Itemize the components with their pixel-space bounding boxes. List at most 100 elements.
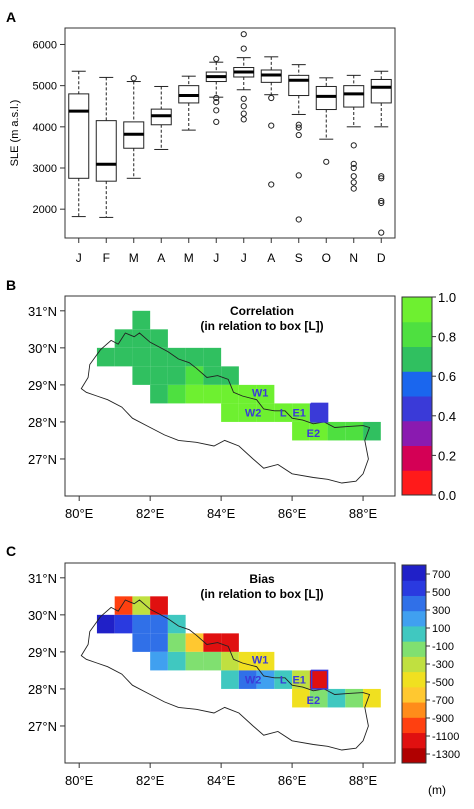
outlier-point [240, 103, 247, 110]
y-tick-label: 27°N [28, 719, 57, 734]
box-e1-outline [310, 402, 329, 423]
x-tick-label: 86°E [278, 773, 307, 788]
outlier-point [295, 121, 302, 128]
outlier-point [213, 118, 220, 125]
grid-cell [185, 384, 204, 404]
grid-cell [292, 670, 310, 689]
x-tick-label: 88°E [349, 506, 378, 521]
grid-cell [114, 596, 133, 615]
outlier-point [323, 158, 330, 165]
correlation-map-frame [64, 295, 396, 497]
grid-cell [96, 347, 115, 367]
grid-cell [203, 384, 222, 404]
colorbar-tick-label: 1.0 [438, 290, 456, 305]
x-tick-label: J [76, 251, 82, 265]
y-axis-label: SLE (m a.s.l.) [9, 100, 21, 167]
grid-cell [274, 670, 293, 689]
y-tick-label: 2000 [33, 204, 57, 216]
grid-cell [96, 614, 115, 634]
grid-cell [203, 633, 222, 652]
colorbar-tick-label: 0.6 [438, 369, 456, 384]
x-tick-label: 80°E [65, 506, 94, 521]
grid-cell [167, 366, 186, 385]
outlier-point [295, 216, 302, 223]
colorbar-segment [402, 625, 426, 642]
x-tick-label: 82°E [136, 506, 165, 521]
grid-cell [203, 347, 222, 367]
y-tick-label: 30°N [28, 608, 57, 623]
box-e1-outline [310, 669, 329, 690]
outlier-point [240, 95, 247, 102]
grid-cell [150, 596, 168, 615]
grid-cell [185, 651, 204, 671]
region-label-w1: W1 [252, 387, 269, 399]
outlier-point [240, 116, 247, 123]
x-tick-label: A [267, 251, 275, 265]
region-label-w1: W1 [252, 654, 269, 666]
x-tick-label: 84°E [207, 506, 236, 521]
colorbar-segment [402, 396, 432, 422]
grid-cell [132, 347, 151, 367]
grid-cell [150, 651, 168, 671]
region-label-e1: E1 [292, 408, 305, 420]
grid-cell [203, 366, 222, 385]
colorbar-tick-label: 0.4 [438, 409, 456, 424]
y-tick-label: 3000 [33, 163, 57, 175]
x-tick-label: 82°E [136, 773, 165, 788]
outlier-point [350, 179, 357, 186]
grid-cell [132, 329, 151, 348]
y-tick-label: 29°N [28, 645, 57, 660]
grid-cell [221, 651, 239, 671]
outlier-point [350, 142, 357, 149]
grid-cell [114, 347, 133, 367]
x-tick-label: S [295, 251, 303, 265]
grid-cell [167, 614, 186, 634]
grid-cell [185, 366, 204, 385]
colorbar-segment [402, 346, 432, 372]
grid-cell [256, 651, 275, 671]
outlier-point [130, 75, 137, 82]
grid-cell [256, 403, 275, 422]
grid-cell [292, 688, 310, 708]
panel-letter-c: C [6, 543, 16, 559]
outlier-point [213, 55, 220, 62]
colorbar-tick-label: 0.2 [438, 448, 456, 463]
grid-cell [221, 670, 239, 689]
x-tick-label: M [184, 251, 194, 265]
box [343, 85, 365, 108]
grid-cell [256, 384, 275, 404]
y-tick-label: 6000 [33, 39, 57, 51]
x-tick-label: J [213, 251, 219, 265]
region-label-e1: E1 [292, 675, 305, 687]
boxplot-frame [64, 27, 396, 239]
grid-cell [256, 670, 275, 689]
x-tick-label: 88°E [349, 773, 378, 788]
outlier-point [268, 181, 275, 188]
colorbar-tick-label: 300 [432, 605, 450, 617]
grid-cell [203, 651, 222, 671]
colorbar-tick-label: -300 [432, 659, 454, 671]
colorbar-segment [402, 641, 426, 657]
x-tick-label: 80°E [65, 773, 94, 788]
grid-cell [238, 403, 257, 422]
colorbar-segment [402, 580, 426, 596]
outlier-point [350, 173, 357, 180]
grid-cell [114, 614, 133, 634]
grid-cell [345, 421, 364, 441]
grid-cell [150, 366, 168, 385]
grid-cell [238, 670, 257, 689]
grid-cell [132, 633, 151, 652]
outlier-point [350, 160, 357, 167]
box [288, 74, 310, 97]
outlier-point [378, 175, 385, 182]
box [370, 78, 392, 104]
y-tick-label: 31°N [28, 571, 57, 586]
colorbar-segment [402, 717, 426, 734]
grid-cell [345, 688, 364, 708]
colorbar-tick-label: -500 [432, 677, 454, 689]
colorbar-segment [402, 565, 426, 581]
y-tick-label: 5000 [33, 81, 57, 93]
